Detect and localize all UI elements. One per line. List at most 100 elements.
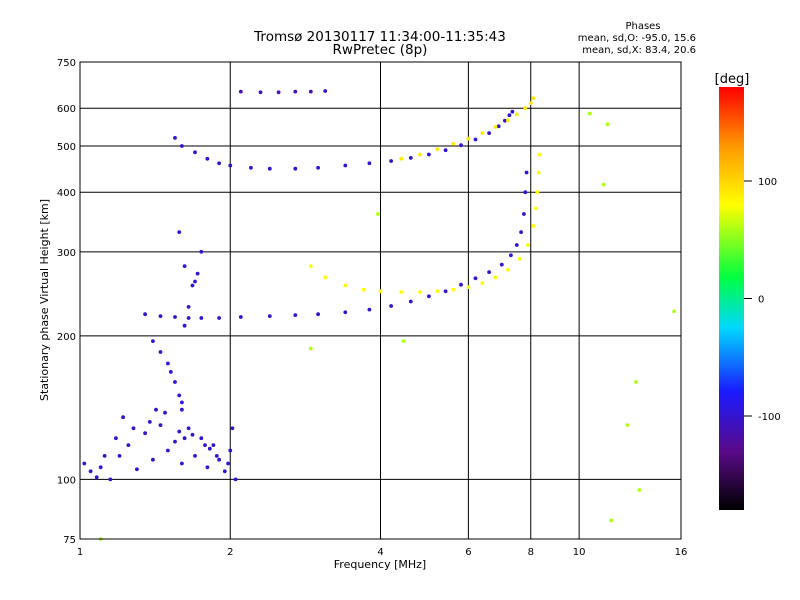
- point-spread-trace-low: [166, 361, 170, 366]
- point-e-layer-cloud: [233, 477, 238, 482]
- point-multihop-o: [367, 161, 372, 166]
- point-multihop-x: [514, 112, 519, 117]
- point-upper-fragment: [308, 89, 313, 94]
- point-spread-trace-low: [151, 339, 155, 343]
- x-tick-label: 6: [465, 547, 471, 558]
- point-spread-trace-low: [199, 249, 204, 254]
- point-spread-trace-low: [168, 370, 173, 374]
- phases-o-stats: mean, sd,O: -95.0, 15.6: [578, 33, 696, 44]
- point-o-trace-f: [217, 316, 222, 320]
- point-o-trace-f: [158, 314, 163, 318]
- point-x-trace-f: [506, 267, 510, 272]
- phases-heading: Phases: [625, 21, 660, 32]
- point-multihop-o: [427, 152, 431, 157]
- point-multihop-o: [496, 124, 501, 129]
- point-scattered-noise: [605, 122, 610, 127]
- point-scattered-noise: [601, 182, 606, 187]
- point-o-trace-f: [143, 312, 148, 317]
- point-e-layer-cloud: [207, 446, 212, 451]
- point-multihop-o: [507, 113, 512, 118]
- point-scattered-noise: [401, 339, 406, 343]
- point-e-layer-cloud: [131, 426, 136, 431]
- point-scattered-noise: [375, 212, 380, 216]
- point-o-trace-f: [343, 310, 348, 315]
- point-e-layer-cloud: [158, 423, 163, 427]
- point-e-layer-cloud: [199, 436, 204, 441]
- point-o-trace-f: [523, 190, 528, 195]
- point-spread-trace-low: [190, 283, 195, 288]
- x-axis-label: Frequency [MHz]: [334, 558, 426, 571]
- point-multihop-x: [480, 131, 485, 136]
- point-multihop-o: [267, 166, 272, 171]
- point-x-trace-f: [361, 287, 366, 292]
- point-multihop-x: [451, 142, 456, 146]
- point-e-layer-cloud: [211, 443, 216, 447]
- point-x-trace-f: [526, 243, 530, 247]
- point-e-layer-cloud: [163, 410, 167, 415]
- y-tick-label: 300: [57, 248, 76, 259]
- point-multihop-o: [343, 163, 348, 168]
- point-o-trace-f: [522, 212, 526, 216]
- point-e-layer-cloud: [98, 465, 103, 470]
- data-points: [82, 89, 676, 541]
- point-multihop-o: [316, 165, 320, 170]
- point-x-trace-f: [435, 289, 440, 294]
- y-tick-label: 400: [57, 188, 76, 199]
- point-o-trace-f: [524, 170, 529, 175]
- phases-x-stats: mean, sd,X: 83.4, 20.6: [582, 45, 696, 56]
- colorbar-tick-label: 100: [758, 177, 777, 188]
- point-spread-trace-low: [195, 271, 200, 276]
- point-scattered-noise: [672, 309, 676, 314]
- point-e-layer-cloud: [182, 436, 187, 441]
- point-multihop-x: [523, 106, 528, 111]
- point-x-trace-f: [531, 224, 536, 228]
- point-multihop-o: [510, 109, 515, 114]
- point-e-layer-cloud: [151, 457, 155, 462]
- point-x-trace-f: [535, 190, 540, 195]
- colorbar-tick-label: 0: [758, 295, 764, 306]
- point-multihop-o: [408, 156, 413, 160]
- point-x-trace-f: [537, 152, 542, 157]
- point-multihop-x: [493, 125, 498, 129]
- colorbar-ticks: 100 0 -100: [744, 177, 781, 423]
- point-multihop-x: [399, 156, 404, 161]
- point-upper-fragment: [276, 90, 281, 95]
- point-x-trace-f: [418, 290, 422, 294]
- point-o-trace-f: [186, 316, 191, 320]
- point-o-trace-f: [408, 299, 413, 304]
- point-multihop-o: [503, 118, 507, 123]
- point-e-layer-cloud: [177, 429, 182, 434]
- point-upper-fragment: [323, 89, 328, 93]
- point-o-trace-f: [199, 316, 204, 320]
- point-multihop-o: [217, 161, 222, 166]
- point-multihop-o: [473, 137, 478, 142]
- point-e-layer-cloud: [143, 431, 148, 436]
- x-tick-label: 10: [573, 547, 586, 558]
- point-o-trace-f: [316, 312, 320, 317]
- point-scattered-noise: [637, 488, 642, 492]
- point-e-layer-cloud: [154, 407, 158, 412]
- x-tick-label: 2: [227, 547, 233, 558]
- point-spread-trace-low: [177, 230, 182, 235]
- point-e-layer-cloud: [88, 469, 93, 474]
- chart-subtitle: RwPretec (8p): [333, 42, 428, 58]
- point-e-layer-cloud: [214, 454, 219, 458]
- point-multihop-x: [435, 147, 440, 152]
- point-o-trace-f: [389, 304, 393, 308]
- point-e-layer-cloud: [135, 467, 139, 472]
- plot-frame: [79, 61, 682, 540]
- point-e-layer-cloud: [121, 415, 125, 420]
- point-e-layer-cloud: [94, 475, 99, 480]
- point-multihop-x: [466, 136, 471, 141]
- point-e-layer-cloud: [228, 448, 233, 453]
- point-multihop-o: [293, 166, 298, 171]
- point-e-layer-cloud: [222, 469, 227, 474]
- point-x-trace-f: [308, 264, 313, 268]
- point-e-layer-cloud: [230, 426, 235, 431]
- point-x-trace-f: [534, 206, 538, 211]
- point-spread-trace-low: [177, 393, 182, 398]
- point-scattered-noise: [609, 518, 614, 523]
- point-multihop-o: [180, 144, 184, 148]
- point-o-trace-f: [519, 230, 523, 235]
